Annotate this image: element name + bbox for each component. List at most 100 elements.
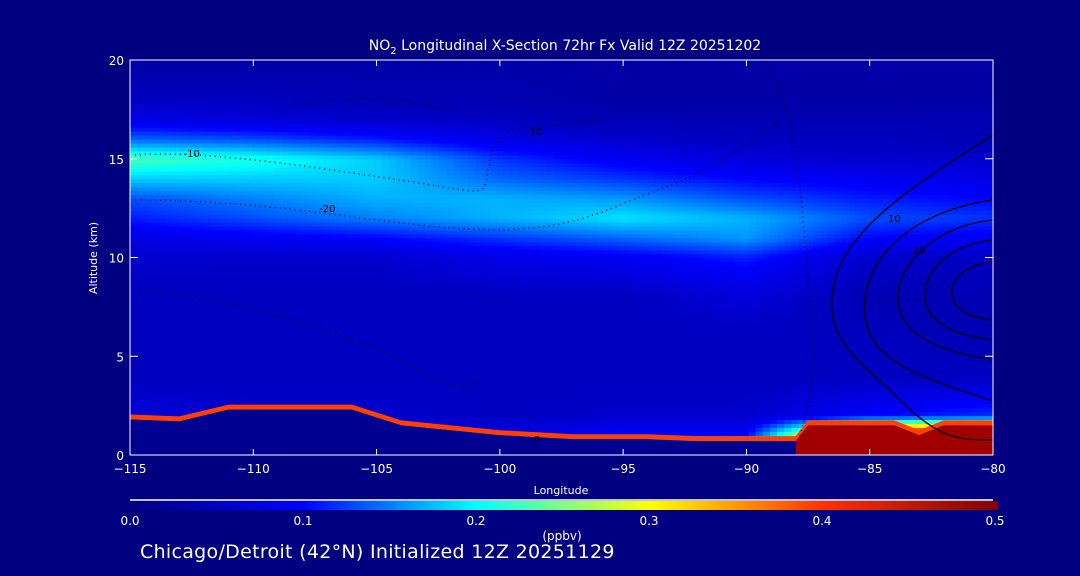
heatmap-cell xyxy=(252,135,261,140)
heatmap-cell xyxy=(439,304,448,310)
heatmap-cell xyxy=(403,75,412,81)
heatmap-cell xyxy=(410,297,419,302)
heatmap-cell xyxy=(223,186,232,191)
heatmap-cell xyxy=(151,300,160,306)
heatmap-cell xyxy=(446,328,455,334)
heatmap-cell xyxy=(273,336,282,342)
heatmap-cell xyxy=(259,285,268,290)
heatmap-cell xyxy=(432,399,440,405)
heatmap-cell xyxy=(245,249,253,255)
heatmap-cell xyxy=(194,348,203,353)
heatmap-cell xyxy=(403,91,412,97)
heatmap-cell xyxy=(316,221,325,227)
heatmap-cell xyxy=(259,107,268,112)
heatmap-cell xyxy=(309,221,318,227)
heatmap-cell xyxy=(259,352,268,357)
heatmap-cell xyxy=(345,364,354,369)
heatmap-cell xyxy=(417,344,426,349)
heatmap-cell xyxy=(165,411,174,417)
heatmap-cell xyxy=(475,269,483,274)
heatmap-cell xyxy=(173,95,181,101)
heatmap-cell xyxy=(137,265,145,270)
heatmap-cell xyxy=(446,324,455,330)
heatmap-cell xyxy=(460,218,469,223)
heatmap-cell xyxy=(165,324,174,330)
heatmap-cell xyxy=(201,364,210,369)
heatmap-cell xyxy=(158,71,167,77)
heatmap-cell xyxy=(151,67,160,73)
heatmap-cell xyxy=(245,383,253,389)
heatmap-cell xyxy=(288,186,297,191)
heatmap-cell xyxy=(352,249,361,255)
heatmap-cell xyxy=(424,403,433,409)
heatmap-cell xyxy=(288,395,297,401)
heatmap-cell xyxy=(417,186,426,191)
heatmap-cell xyxy=(237,265,246,270)
heatmap-cell xyxy=(151,399,160,405)
heatmap-cell xyxy=(252,107,261,112)
heatmap-cell xyxy=(475,103,483,108)
heatmap-cell xyxy=(302,119,311,124)
heatmap-cell xyxy=(209,368,217,373)
heatmap-cell xyxy=(338,328,347,334)
heatmap-cell xyxy=(237,241,246,247)
heatmap-cell xyxy=(453,376,462,381)
heatmap-cell xyxy=(417,60,426,65)
heatmap-cell xyxy=(223,107,232,112)
heatmap-cell xyxy=(266,174,275,180)
heatmap-cell xyxy=(374,174,383,180)
heatmap-cell xyxy=(151,99,160,105)
heatmap-cell xyxy=(288,391,297,397)
heatmap-cell xyxy=(446,103,455,108)
heatmap-cell xyxy=(410,308,419,314)
heatmap-cell xyxy=(453,237,462,243)
heatmap-cell xyxy=(187,79,196,85)
heatmap-cell xyxy=(288,135,297,140)
heatmap-cell xyxy=(165,127,174,132)
heatmap-cell xyxy=(439,383,448,389)
heatmap-cell xyxy=(367,249,376,255)
heatmap-cell xyxy=(331,190,340,195)
heatmap-cell xyxy=(223,261,232,266)
heatmap-cell xyxy=(130,399,138,405)
heatmap-cell xyxy=(130,297,138,302)
heatmap-cell xyxy=(158,139,167,144)
heatmap-cell xyxy=(223,387,232,393)
heatmap-cell xyxy=(237,99,246,105)
heatmap-cell xyxy=(360,379,368,385)
heatmap-cell xyxy=(410,115,419,120)
heatmap-cell xyxy=(130,60,138,65)
heatmap-cell xyxy=(216,99,225,105)
heatmap-cell xyxy=(230,87,239,93)
heatmap-cell xyxy=(381,364,390,369)
heatmap-cell xyxy=(216,348,225,353)
heatmap-cell xyxy=(324,63,332,69)
heatmap-cell xyxy=(324,297,332,302)
heatmap-cell xyxy=(475,324,483,330)
heatmap-cell xyxy=(410,158,419,164)
heatmap-cell xyxy=(201,273,210,278)
heatmap-cell xyxy=(194,170,203,176)
heatmap-cell xyxy=(331,265,340,270)
heatmap-cell xyxy=(173,71,181,77)
heatmap-cell xyxy=(151,285,160,290)
heatmap-cell xyxy=(316,324,325,330)
heatmap-cell xyxy=(352,103,361,108)
heatmap-cell xyxy=(137,383,145,389)
heatmap-cell xyxy=(352,218,361,223)
heatmap-cell xyxy=(345,320,354,326)
heatmap-cell xyxy=(460,83,469,89)
heatmap-cell xyxy=(446,356,455,361)
heatmap-cell xyxy=(460,237,469,243)
heatmap-cell xyxy=(158,170,167,176)
heatmap-cell xyxy=(396,348,404,353)
heatmap-cell xyxy=(468,249,476,255)
heatmap-cell xyxy=(259,253,268,259)
heatmap-cell xyxy=(295,91,304,97)
heatmap-cell xyxy=(309,119,318,124)
heatmap-cell xyxy=(424,304,433,310)
heatmap-cell xyxy=(367,285,376,290)
heatmap-cell xyxy=(173,304,181,310)
heatmap-cell xyxy=(453,206,462,211)
heatmap-cell xyxy=(316,379,325,385)
